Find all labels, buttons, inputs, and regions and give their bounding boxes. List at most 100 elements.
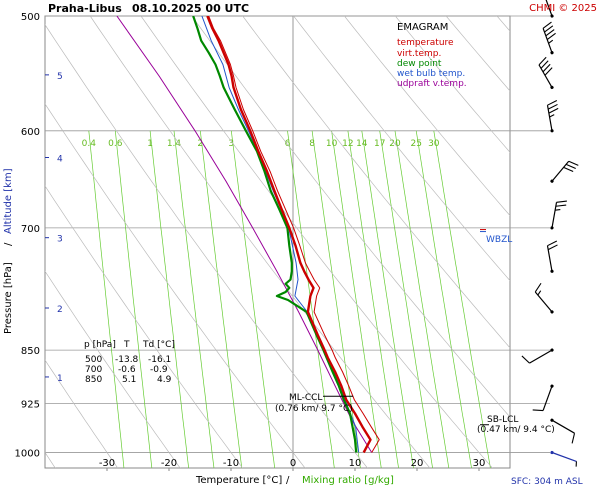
altitude-tick-label: 3 <box>57 235 63 245</box>
wind-barb-half <box>555 209 561 211</box>
wind-barb-dot <box>550 269 554 273</box>
wind-barb-full <box>545 29 555 37</box>
wind-barb <box>550 200 567 230</box>
dry-adiabat-line <box>242 16 510 349</box>
mixing-ratio-lines: 0.4 0.6 1 1.4 2 3 6 8 10 12 14 17 20 25 30 <box>82 130 491 468</box>
ml-ccl-value: (0.76 km/ 9.7 °C) <box>275 404 353 414</box>
x-axis-label: Temperature [°C] <box>195 475 282 486</box>
mixing-ratio-label: 1 <box>147 139 153 149</box>
dry-adiabat-line <box>89 16 431 468</box>
dry-adiabat-line <box>45 185 244 468</box>
wind-barb-full <box>547 103 558 110</box>
mixing-ratio-line <box>287 130 335 468</box>
legend-item-dew-point: dew point <box>397 59 442 69</box>
wind-barb-staff <box>551 419 575 434</box>
legend: EMAGRAM temperature virt.temp. dew point… <box>397 22 467 89</box>
mixing-ratio-line <box>347 130 399 468</box>
profile-series <box>116 16 380 454</box>
mixing-ratio-label: 1.4 <box>167 139 182 149</box>
dry-adiabats <box>45 16 510 468</box>
wind-barb-dot <box>550 85 554 90</box>
wind-barb-full <box>538 56 547 66</box>
wind-barb-half <box>549 114 555 118</box>
updraft-virtual-temperature-line <box>116 16 373 453</box>
wind-barb-full <box>544 67 553 76</box>
mixing-ratio-label: 0.4 <box>82 139 97 149</box>
grid <box>44 15 550 469</box>
temperature-tick-label: -20 <box>161 458 177 469</box>
mixing-ratio-label: 25 <box>410 139 421 149</box>
wind-barb-half <box>548 39 554 44</box>
wind-barb-staff <box>538 64 553 88</box>
wind-barb-full <box>542 63 551 73</box>
table-cell: -0.6 <box>118 365 136 375</box>
dry-adiabat-line <box>45 359 119 468</box>
table-cell: -0.9 <box>150 365 168 375</box>
wind-barb-full <box>544 25 554 33</box>
wind-barb-full <box>568 160 579 166</box>
wind-barb-full <box>556 200 567 203</box>
wind-barb-dot <box>550 179 554 183</box>
mixing-ratio-label: 2 <box>197 139 203 149</box>
wind-barb-full <box>547 244 558 251</box>
wind-barb-dot <box>550 51 554 55</box>
wind-barb-dot <box>550 348 554 352</box>
temperature-line <box>206 16 372 454</box>
legend-item-temperature: temperature <box>397 38 454 48</box>
wind-barbs <box>521 0 579 467</box>
sb-lcl-value: (0.47 km/ 9.4 °C) <box>477 425 555 435</box>
dew-point-line <box>192 16 358 453</box>
temperature-tick-label: 30 <box>473 458 486 469</box>
mixing-ratio-label: 30 <box>428 139 440 149</box>
altitude-tick-label: 5 <box>57 72 63 82</box>
table-header-td: Td [°C] <box>142 340 175 350</box>
table-cell: 500 <box>85 355 102 365</box>
wind-barb-staff <box>542 0 553 17</box>
mixing-ratio-label: 17 <box>374 139 385 149</box>
mixing-ratio-line <box>394 130 450 468</box>
dry-adiabat-line <box>45 270 181 468</box>
table-cell: -16.1 <box>148 355 171 365</box>
wind-barb-dot <box>550 418 554 422</box>
wind-barb <box>542 21 556 55</box>
wind-barb-dot <box>550 310 554 314</box>
virtual-temperature-line <box>208 16 380 453</box>
ml-ccl-label: ML-CCL <box>289 393 322 403</box>
mixing-ratio-line <box>149 130 190 468</box>
wind-barb-dot <box>550 384 554 388</box>
mixing-ratio-label: 10 <box>326 139 338 149</box>
mixing-ratio-label: 12 <box>342 139 353 149</box>
mixing-ratio-line <box>114 130 153 468</box>
wind-barb-full <box>532 409 544 412</box>
wind-barb-full <box>565 163 576 169</box>
mixing-ratio-line <box>199 130 243 468</box>
legend-item-updraft: udpraft v.temp. <box>397 79 467 89</box>
wind-barb-dot <box>550 129 554 133</box>
legend-item-virt-temp: virt.temp. <box>397 49 441 59</box>
table-header-t: T <box>123 340 130 350</box>
x-axis-label-mixing: Mixing ratio [g/kg] <box>302 475 394 486</box>
station-name: Praha-Libus <box>48 2 122 15</box>
pressure-tick-label: 500 <box>21 12 40 23</box>
mixing-ratio-label: 3 <box>228 139 234 149</box>
x-axis-separator: / <box>286 475 290 486</box>
wind-barb-full <box>547 240 558 247</box>
temperature-tick-label: -10 <box>223 458 239 469</box>
legend-item-wet-bulb: wet bulb temp. <box>397 69 465 79</box>
dry-adiabat-line <box>293 16 510 282</box>
table-cell: 700 <box>85 365 102 375</box>
dry-adiabat-line <box>191 16 510 418</box>
table-cell: -13.8 <box>115 355 139 365</box>
dry-adiabat-line <box>394 16 510 153</box>
y-axis-label-altitude: Altitude [km] <box>3 168 14 234</box>
wind-barb-full <box>521 355 530 364</box>
table-cell: 4.9 <box>157 375 172 385</box>
wbzl-label: WBZL <box>486 235 512 245</box>
wind-barb-dot <box>550 14 554 18</box>
temperature-tick-label: 10 <box>349 458 362 469</box>
wind-barb <box>550 418 576 444</box>
wind-barb-full <box>548 107 559 114</box>
pressure-tick-label: 925 <box>21 399 40 410</box>
legend-title: EMAGRAM <box>397 22 448 33</box>
